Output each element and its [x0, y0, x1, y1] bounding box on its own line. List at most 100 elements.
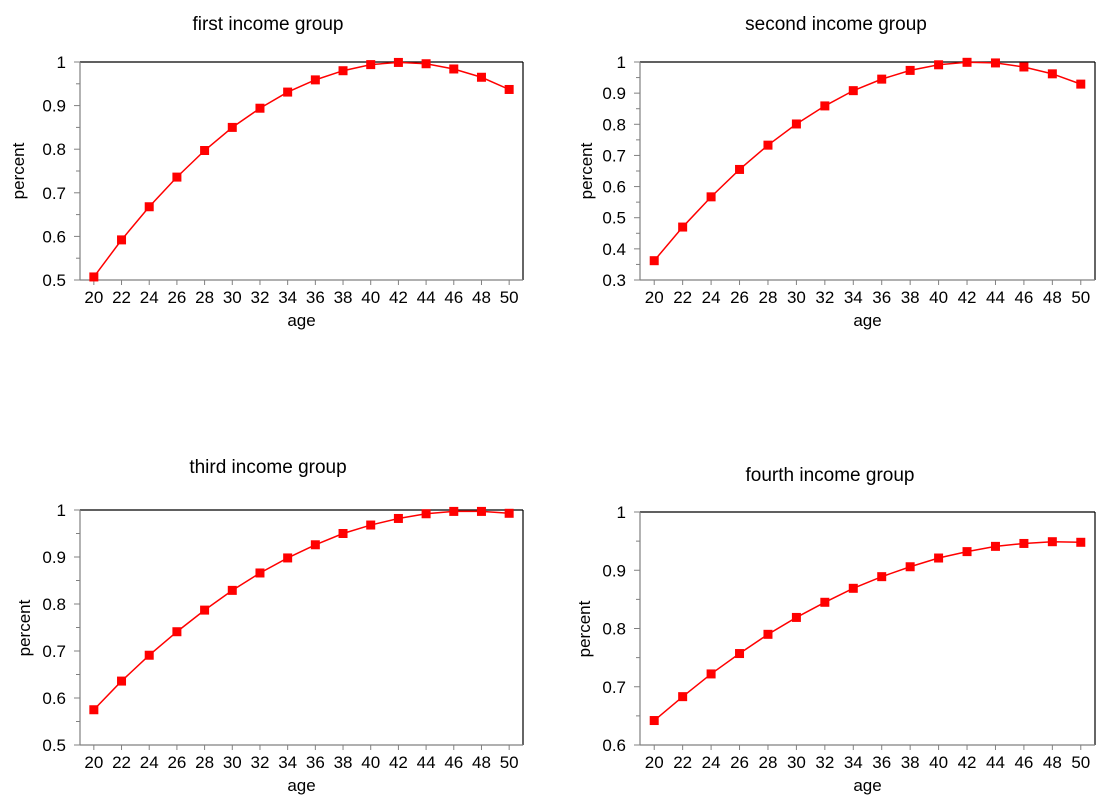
x-axis-label: age [287, 776, 315, 795]
data-point [421, 509, 431, 519]
data-point [848, 86, 858, 96]
x-tick-label: 46 [444, 753, 463, 772]
chart-title: second income group [745, 14, 927, 35]
x-tick-label: 42 [958, 288, 977, 307]
series-line [93, 61, 510, 278]
x-tick-label: 22 [112, 288, 131, 307]
x-tick-label: 26 [730, 753, 749, 772]
y-tick-label: 0.5 [42, 736, 66, 755]
data-point [227, 122, 237, 132]
x-tick-label: 42 [958, 753, 977, 772]
data-point [172, 172, 182, 182]
y-axis-label: percent [577, 142, 596, 199]
x-tick-label: 24 [702, 288, 721, 307]
data-point [877, 572, 887, 582]
x-tick-label: 42 [389, 288, 408, 307]
x-tick-label: 22 [673, 288, 692, 307]
x-tick-label: 24 [140, 288, 159, 307]
data-point [366, 60, 376, 70]
data-point [200, 146, 210, 156]
data-point [421, 59, 431, 69]
x-tick-label: 22 [673, 753, 692, 772]
x-tick-label: 44 [986, 753, 1005, 772]
data-point [791, 612, 801, 622]
y-tick-label: 1 [57, 501, 66, 520]
x-tick-label: 38 [901, 753, 920, 772]
data-point [144, 650, 154, 660]
x-tick-label: 30 [223, 288, 242, 307]
x-tick-label: 40 [361, 288, 380, 307]
y-tick-label: 1 [57, 53, 66, 72]
x-tick-label: 32 [815, 288, 834, 307]
x-tick-label: 26 [167, 753, 186, 772]
y-tick-label: 0.7 [602, 146, 626, 165]
y-tick-label: 0.5 [602, 209, 626, 228]
x-tick-label: 26 [730, 288, 749, 307]
chart-panel-1: first income group 0.5 0.6 0.7 0.8 0.9 1 20 22 24… [9, 14, 524, 330]
data-point [735, 164, 745, 174]
y-tick-label: 0.8 [42, 140, 66, 159]
x-tick-label: 50 [500, 753, 519, 772]
data-point [89, 272, 99, 282]
series-line [653, 540, 1081, 722]
data-point [366, 520, 376, 530]
data-point [1019, 62, 1029, 72]
data-point [706, 669, 716, 679]
x-tick-label: 48 [1043, 288, 1062, 307]
data-point [706, 192, 716, 202]
y-tick-label: 0.9 [602, 84, 626, 103]
x-tick-label: 36 [872, 288, 891, 307]
y-tick-label: 0.7 [602, 678, 626, 697]
data-point [255, 103, 265, 113]
data-point [1076, 537, 1086, 547]
x-tick-label: 26 [167, 288, 186, 307]
data-point [735, 649, 745, 659]
data-point [449, 64, 459, 74]
x-tick-label: 50 [500, 288, 519, 307]
series-line [653, 61, 1082, 262]
data-point [791, 119, 801, 129]
x-tick-label: 24 [702, 753, 721, 772]
data-point [820, 101, 830, 111]
x-tick-label: 36 [306, 753, 325, 772]
data-point [283, 87, 293, 97]
y-tick-label: 0.9 [42, 548, 66, 567]
data-point [283, 553, 293, 563]
x-axis-label: age [287, 311, 315, 330]
x-axis-label: age [853, 311, 881, 330]
data-point [1047, 537, 1057, 547]
x-tick-label: 20 [645, 288, 664, 307]
data-point [89, 705, 99, 715]
data-point [476, 72, 486, 82]
data-point [1076, 79, 1086, 89]
data-point [476, 506, 486, 516]
data-point [649, 256, 659, 266]
data-point [310, 540, 320, 550]
x-tick-label: 30 [787, 288, 806, 307]
y-tick-label: 0.3 [602, 271, 626, 290]
data-point [338, 529, 348, 538]
data-point [1019, 538, 1029, 548]
x-tick-label: 44 [417, 753, 436, 772]
series-line [93, 510, 510, 711]
x-tick-label: 22 [112, 753, 131, 772]
data-point [172, 627, 182, 637]
y-tick-label: 0.9 [42, 97, 66, 116]
y-tick-label: 0.7 [42, 642, 66, 661]
data-point [820, 597, 830, 607]
chart-panel-2: second income group 0.3 0.4 0.5 0.6 0.7 0.8 0.9… [577, 14, 1096, 330]
data-point [227, 585, 237, 595]
x-tick-label: 32 [815, 753, 834, 772]
data-point [1047, 69, 1057, 79]
data-point [255, 568, 265, 578]
data-point [962, 547, 972, 557]
data-point [763, 629, 773, 639]
data-point [990, 58, 1000, 68]
data-point [117, 676, 127, 686]
y-tick-label: 0.6 [42, 689, 66, 708]
data-point [310, 75, 320, 85]
x-tick-label: 48 [472, 288, 491, 307]
x-tick-label: 20 [645, 753, 664, 772]
x-tick-label: 28 [759, 288, 778, 307]
